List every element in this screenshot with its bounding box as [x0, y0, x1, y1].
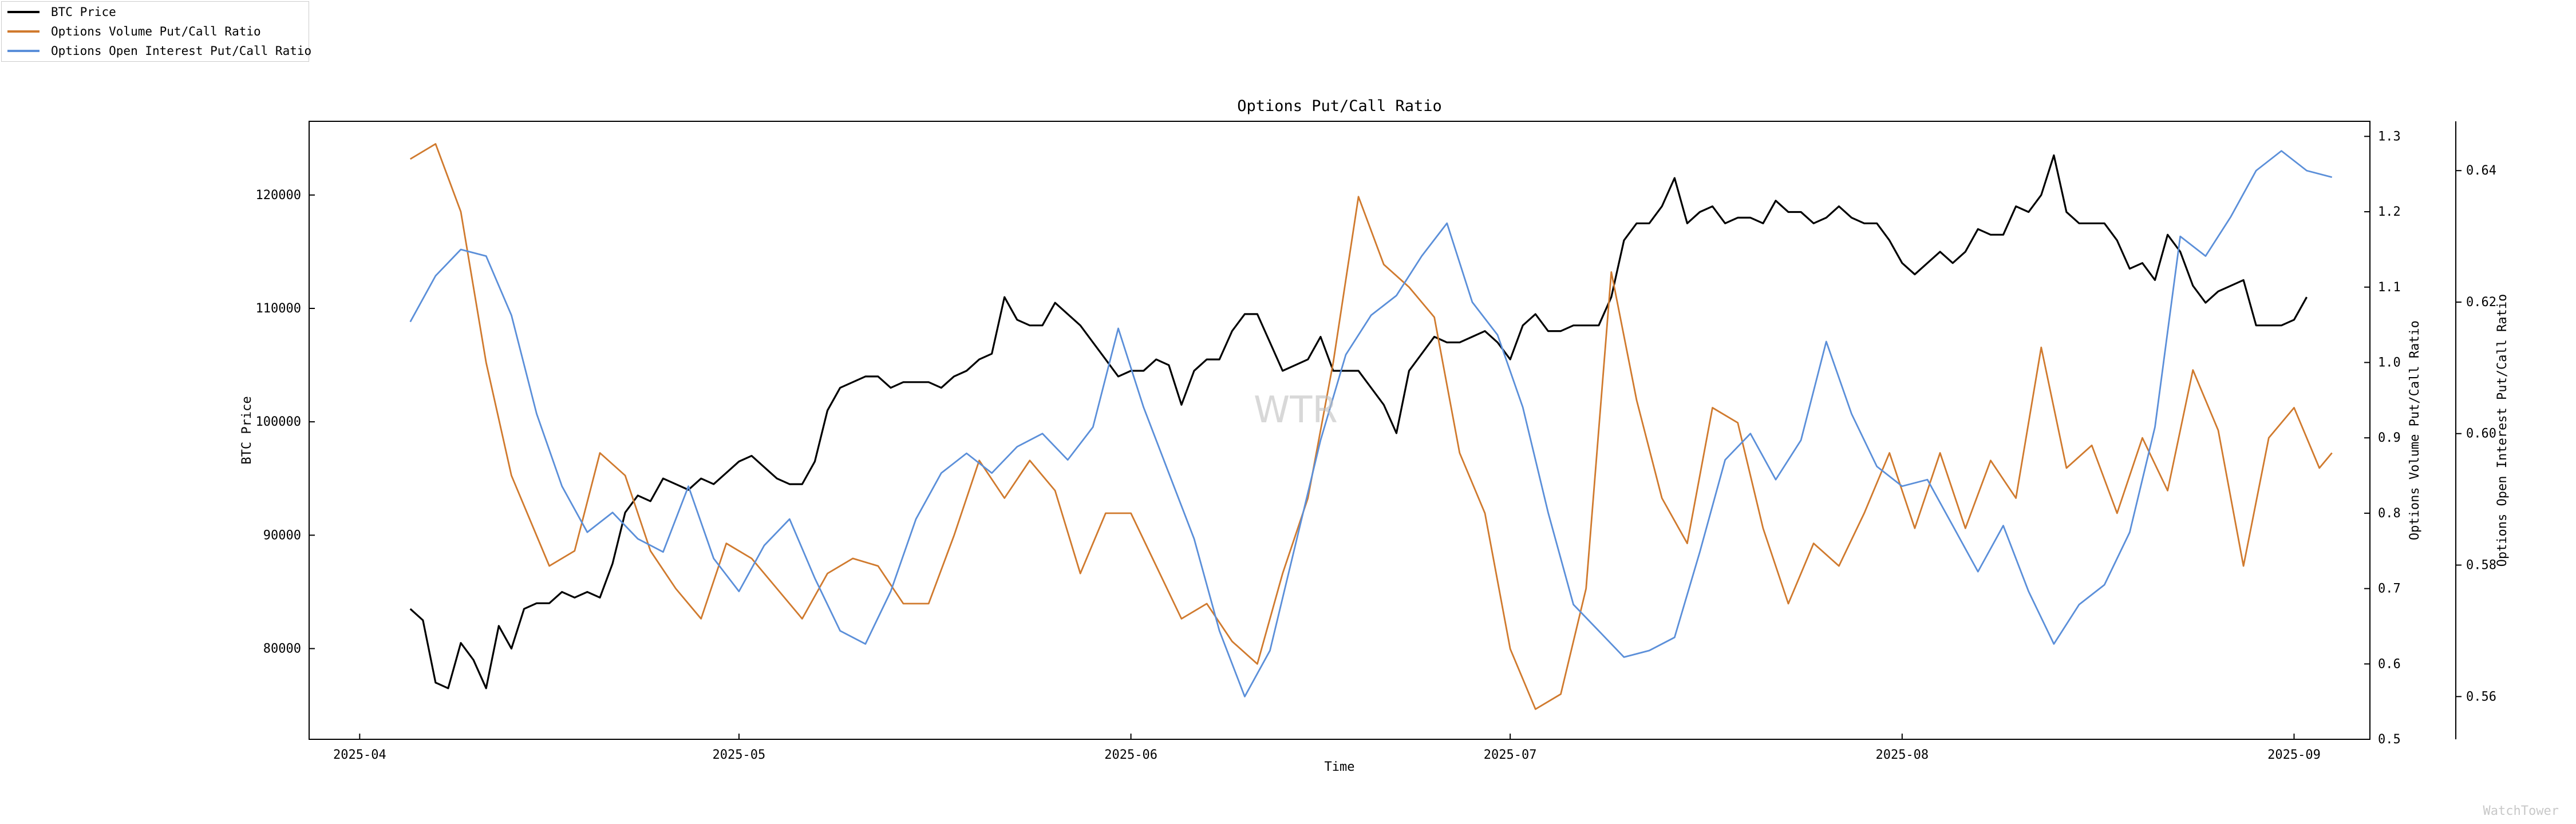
right1-tick-label: 0.7: [2378, 582, 2401, 596]
left-tick-label: 90000: [263, 528, 301, 542]
chart-title: Options Put/Call Ratio: [1237, 97, 1442, 115]
right2-tick-label: 0.56: [2466, 690, 2496, 704]
right1-tick-label: 0.5: [2378, 732, 2401, 747]
plot-frame: [309, 121, 2370, 740]
legend-label-oi-ratio: Options Open Interest Put/Call Ratio: [51, 44, 312, 58]
right1-tick-label: 0.6: [2378, 657, 2401, 671]
left-axis-title: BTC Price: [240, 396, 254, 464]
right1-tick-label: 0.8: [2378, 506, 2401, 521]
x-tick-label: 2025-04: [333, 748, 386, 762]
left-tick-label: 110000: [256, 302, 301, 316]
center-watermark: WTR: [1254, 389, 1338, 431]
chart-legend: BTC Price Options Volume Put/Call Ratio …: [1, 1, 311, 62]
left-tick-label: 80000: [263, 641, 301, 656]
legend-label-volume-ratio: Options Volume Put/Call Ratio: [51, 25, 261, 38]
left-tick-label: 120000: [256, 188, 301, 203]
right2-axis-title: Options Open Interest Put/Call Ratio: [2495, 294, 2510, 567]
x-tick-label: 2025-07: [1484, 748, 1537, 762]
legend-label-btc-price: BTC Price: [51, 5, 116, 19]
right2-tick-label: 0.58: [2466, 558, 2496, 573]
x-axis-title: Time: [1324, 760, 1355, 774]
right2-tick-label: 0.64: [2466, 164, 2496, 178]
legend-swatch-oi-ratio: [7, 50, 39, 52]
legend-item-oi-ratio: Options Open Interest Put/Call Ratio: [7, 42, 311, 60]
legend-swatch-volume-ratio: [7, 30, 39, 33]
legend-swatch-btc-price: [7, 11, 39, 13]
series-line-0: [409, 154, 2308, 690]
right2-tick-label: 0.62: [2466, 295, 2496, 310]
series-line-1: [409, 143, 2333, 710]
right1-tick-label: 1.0: [2378, 355, 2401, 370]
right1-tick-label: 1.3: [2378, 129, 2401, 144]
legend-item-btc-price: BTC Price: [7, 3, 116, 21]
watermark-logo: WatchTower: [2483, 804, 2559, 818]
x-tick-label: 2025-06: [1104, 748, 1157, 762]
right1-tick-label: 1.2: [2378, 205, 2401, 219]
right1-tick-label: 0.9: [2378, 431, 2401, 445]
legend-item-volume-ratio: Options Volume Put/Call Ratio: [7, 23, 261, 40]
right2-tick-label: 0.60: [2466, 427, 2496, 441]
x-tick-label: 2025-09: [2267, 748, 2321, 762]
right1-axis-title: Options Volume Put/Call Ratio: [2408, 320, 2422, 540]
x-tick-label: 2025-05: [713, 748, 766, 762]
series-line-2: [409, 150, 2333, 698]
x-tick-label: 2025-08: [1875, 748, 1929, 762]
right1-tick-label: 1.1: [2378, 280, 2401, 295]
left-tick-label: 100000: [256, 415, 301, 429]
